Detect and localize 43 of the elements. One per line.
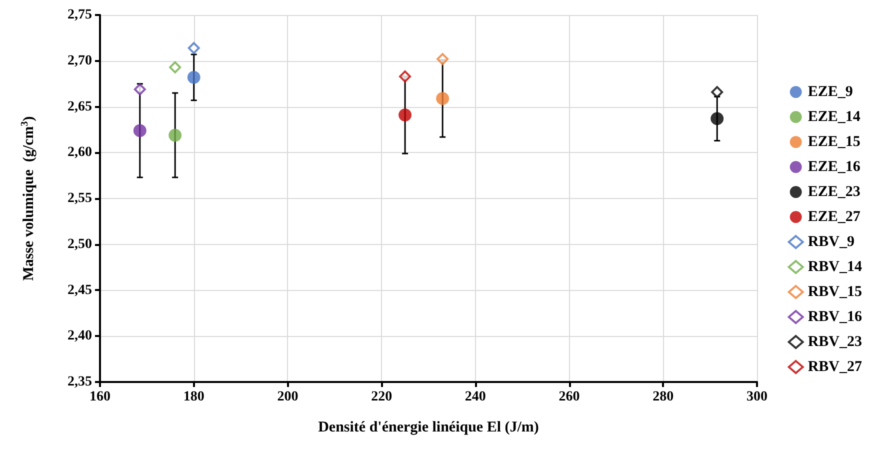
y-tick-label: 2,55 xyxy=(68,191,92,206)
y-tick-label: 2,60 xyxy=(68,145,92,160)
legend-label: RBV_9 xyxy=(808,234,854,250)
y-tick-label: 2,45 xyxy=(68,282,92,298)
legend-label: EZE_14 xyxy=(808,109,861,125)
x-tick-label: 160 xyxy=(90,390,110,404)
point xyxy=(188,42,200,54)
y-tick-label: 2,35 xyxy=(68,374,92,390)
x-axis-title: Densité d'énergie linéique El (J/m) xyxy=(318,420,539,436)
legend-label: RBV_23 xyxy=(808,334,862,350)
x-tick-label: 240 xyxy=(464,390,486,404)
legend-label: RBV_15 xyxy=(808,284,862,300)
point xyxy=(399,70,412,82)
point xyxy=(711,86,724,98)
y-tick-label: 2,75 xyxy=(68,8,92,22)
point xyxy=(133,124,146,138)
legend-label: RBV_14 xyxy=(808,259,862,275)
x-tick-label: 280 xyxy=(652,390,674,404)
point xyxy=(134,83,146,96)
x-tick-label: 300 xyxy=(746,390,768,404)
legend-label: EZE_27 xyxy=(808,209,861,225)
legend-label: EZE_9 xyxy=(808,84,853,100)
x-tick-label: 180 xyxy=(183,390,204,404)
point xyxy=(168,128,182,142)
y-tick-label: 2,40 xyxy=(68,328,92,344)
legend-label: EZE_23 xyxy=(808,184,860,200)
legend-label: EZE_15 xyxy=(808,134,860,150)
point xyxy=(169,61,182,74)
point xyxy=(436,53,449,66)
legend-label: RBV_27 xyxy=(808,359,862,375)
y-axis-title: Masse volumique (g/cm3) xyxy=(20,116,37,281)
legend-label: RBV_16 xyxy=(808,309,862,325)
point xyxy=(710,112,724,126)
point xyxy=(436,92,450,105)
point xyxy=(398,108,412,122)
legend-label: EZE_16 xyxy=(808,159,861,175)
x-tick-label: 200 xyxy=(277,390,298,404)
x-tick-label: 220 xyxy=(371,390,392,404)
y-tick-label: 2,65 xyxy=(68,99,92,114)
point xyxy=(187,70,200,84)
x-tick-label: 260 xyxy=(558,390,580,404)
y-tick-label: 2,50 xyxy=(68,236,92,252)
y-tick-label: 2,70 xyxy=(68,53,92,68)
